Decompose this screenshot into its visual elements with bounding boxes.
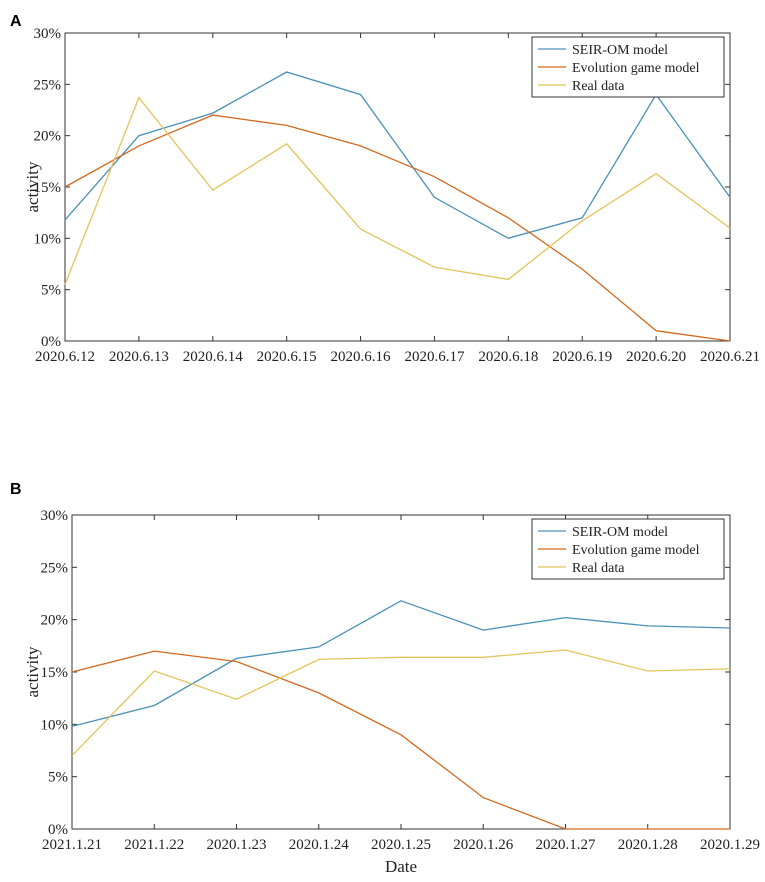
series-line-seir-om-model (71, 600, 731, 728)
y-tick-label: 30% (41, 508, 69, 524)
legend-entry: Evolution game model (572, 61, 700, 76)
x-tick-label: 2020.6.12 (35, 349, 95, 365)
x-tick-label: 2020.6.17 (404, 349, 465, 365)
y-tick-label: 15% (34, 180, 62, 196)
series-line-evolution-game-model (71, 650, 730, 830)
legend-entry: Real data (572, 561, 625, 576)
legend-entry: SEIR-OM model (572, 525, 668, 540)
y-axis-title: activity (23, 161, 42, 212)
x-axis-title: Date (385, 857, 417, 876)
x-tick-label: 2020.1.26 (453, 837, 514, 853)
y-tick-label: 20% (34, 129, 62, 145)
x-tick-label: 2020.6.21 (700, 349, 760, 365)
legend: SEIR-OM model Evolution game model Real da… (531, 518, 725, 580)
chart-panel-B: B 0% 5% 10% 15% 20% 25% 30% 2021.1.21 2021.1.22 20… (10, 481, 760, 876)
legend-entry: Evolution game model (572, 543, 700, 558)
x-tick-label: 2020.6.16 (331, 349, 392, 365)
y-tick-label: 15% (41, 665, 69, 681)
x-tick-label: 2020.6.20 (626, 349, 686, 365)
legend: SEIR-OM model Evolution game model Real da… (531, 36, 725, 98)
x-tick-label: 2020.6.15 (257, 349, 317, 365)
x-axis-title: Date (381, 369, 413, 388)
x-tick-label: 2021.1.22 (124, 837, 184, 853)
x-tick-label: 2020.1.28 (618, 837, 678, 853)
x-tick-label: 2021.1.21 (42, 837, 102, 853)
x-tick-label: 2020.1.23 (207, 837, 267, 853)
x-tick-label: 2020.6.18 (478, 349, 538, 365)
y-tick-label: 25% (41, 560, 69, 576)
y-tick-label: 0% (48, 822, 68, 838)
y-tick-label: 10% (41, 717, 69, 733)
y-tick-label: 20% (41, 613, 69, 629)
x-tick-label: 2020.1.29 (700, 837, 760, 853)
series-line-real-data (71, 649, 731, 757)
chart-panel-A: A 0% 5% 10% 15% 20% 25% 30% 2020.6.12 2020.6.13 20… (10, 13, 760, 388)
y-tick-label: 0% (41, 334, 61, 350)
x-tick-label: 2020.1.24 (289, 837, 350, 853)
x-tick-label: 2020.6.13 (109, 349, 169, 365)
y-tick-label: 5% (48, 770, 68, 786)
legend-entry: SEIR-OM model (572, 43, 668, 58)
y-axis-title: activity (23, 646, 42, 697)
y-tick-label: 30% (34, 26, 62, 42)
panel-label: A (10, 13, 22, 30)
legend-entry: Real data (572, 79, 625, 94)
y-tick-label: 5% (41, 283, 61, 299)
x-tick-label: 2020.6.19 (552, 349, 612, 365)
x-tick-label: 2020.1.25 (371, 837, 431, 853)
series-line-evolution-game-model (64, 114, 731, 342)
x-tick-label: 2020.6.14 (183, 349, 244, 365)
series-line-seir-om-model (64, 71, 731, 239)
y-tick-label: 10% (34, 231, 62, 247)
series-line-real-data (64, 96, 731, 285)
y-tick-label: 25% (34, 77, 62, 93)
x-tick-label: 2020.1.27 (536, 837, 597, 853)
panel-label: B (10, 481, 22, 498)
